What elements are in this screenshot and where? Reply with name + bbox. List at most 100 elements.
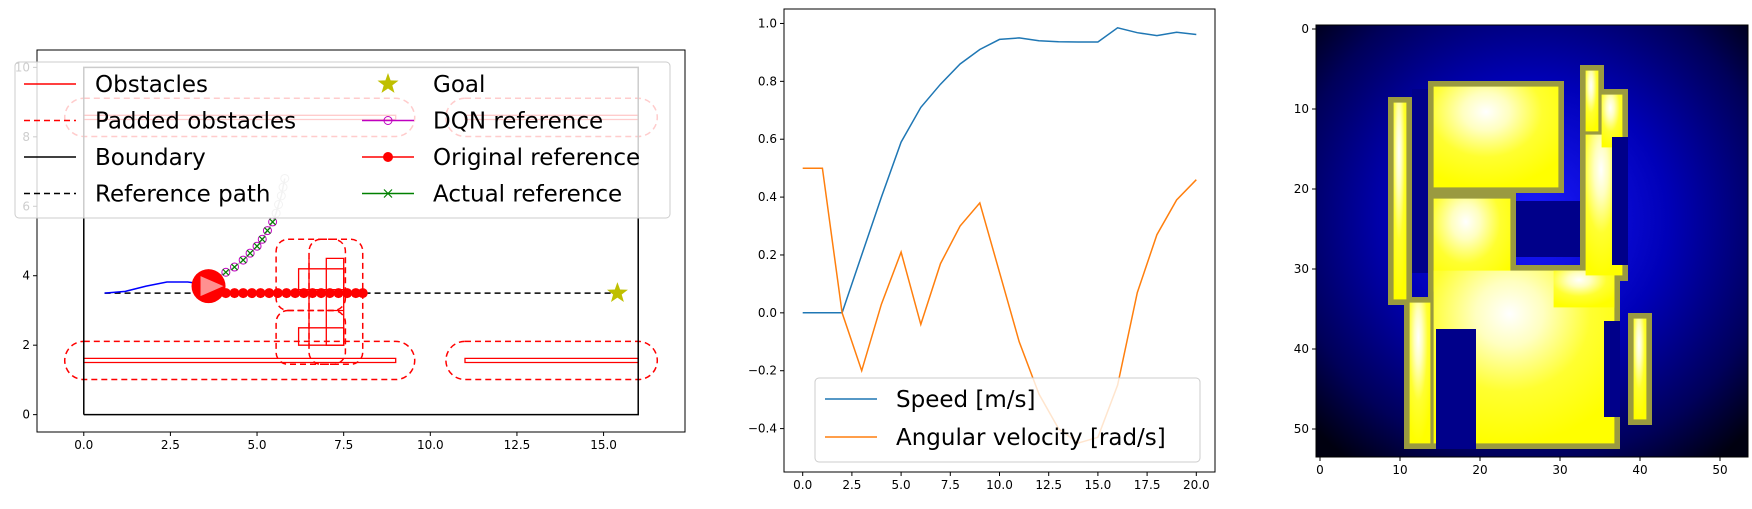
legend-circle-icon — [383, 116, 393, 125]
velocity-xtick-label: 7.5 — [941, 478, 960, 492]
actual-reference-point — [264, 227, 271, 235]
map-ytick-label: 4 — [22, 269, 30, 283]
robot-heading — [200, 276, 224, 297]
heatmap-free-cell — [1601, 94, 1623, 148]
map-ytick-label: 0 — [22, 408, 30, 422]
actual-reference-point — [253, 242, 261, 250]
obstacle — [325, 257, 345, 346]
velocity-legend-box — [814, 377, 1201, 463]
actual-reference-point — [246, 249, 254, 257]
heatmap-ytick-label: 10 — [1294, 102, 1309, 116]
heatmap-xtick-label: 0 — [1316, 463, 1324, 477]
map-xtick-label: 7.5 — [334, 438, 353, 452]
heatmap-ytick-label: 0 — [1301, 22, 1309, 36]
map-xtick-label: 2.5 — [161, 438, 180, 452]
velocity-xtick-label: 17.5 — [1134, 478, 1161, 492]
velocity-xtick-label: 15.0 — [1085, 478, 1112, 492]
map-axes-frame — [36, 49, 686, 433]
original-reference-point — [342, 288, 353, 299]
speed-series-line — [802, 26, 1197, 314]
obstacle — [297, 327, 345, 346]
map-legend-box — [14, 61, 671, 219]
velocity-xtick-label: 20.0 — [1183, 478, 1210, 492]
legend-label: Actual reference — [433, 182, 622, 208]
angular-velocity-series-line — [802, 167, 1197, 444]
heatmap-free-cell — [1633, 318, 1647, 420]
heatmap-panel: 0 10 20 30 40 50 0 10 20 30 40 50 — [1294, 22, 1749, 477]
actual-reference-point — [269, 218, 277, 226]
legend-dot-icon — [383, 152, 393, 162]
legend-x-icon — [383, 189, 393, 198]
velocity-xtick-label: 10.0 — [986, 478, 1013, 492]
original-reference-point — [324, 288, 335, 299]
goal-marker — [607, 282, 628, 302]
velocity-ytick-label: 0.6 — [758, 132, 777, 146]
heatmap-ytick-label: 40 — [1294, 342, 1309, 356]
legend-label: DQN reference — [433, 109, 603, 135]
map-ytick-label: 2 — [22, 338, 30, 352]
heatmap-xtick-label: 50 — [1712, 463, 1727, 477]
map-xtick-label: 15.0 — [590, 438, 617, 452]
velocity-xtick-label: 12.5 — [1035, 478, 1062, 492]
padded-obstacle — [275, 309, 347, 366]
velocity-ytick-label: −0.2 — [748, 364, 777, 378]
original-reference-point — [281, 288, 292, 299]
padded-obstacle — [445, 340, 659, 381]
velocity-ytick-label: 0.4 — [758, 190, 777, 204]
heatmap-ytick-label: 20 — [1294, 182, 1309, 196]
map-xtick-label: 10.0 — [417, 438, 444, 452]
heatmap-obstacle-cell — [1604, 321, 1620, 417]
obstacle — [297, 268, 345, 291]
map-xtick-label: 12.5 — [504, 438, 531, 452]
heatmap-axes-frame — [1315, 24, 1749, 458]
original-reference-point — [290, 288, 301, 299]
legend-label: Angular velocity [rad/s] — [896, 425, 1166, 451]
dqn-reference-point — [262, 226, 272, 236]
heatmap-xtick-label: 10 — [1392, 463, 1407, 477]
map-legend: Obstacles Padded obstacles Boundary Referen… — [14, 61, 671, 219]
heatmap-ytick-label: 30 — [1294, 262, 1309, 276]
dqn-reference-point — [252, 241, 262, 251]
legend-star-icon — [377, 73, 399, 93]
map-xtick-label: 0.0 — [74, 438, 93, 452]
velocity-ytick-label: 0.2 — [758, 248, 777, 262]
velocity-xtick-label: 2.5 — [842, 478, 861, 492]
heatmap-free-cell — [1433, 86, 1559, 188]
original-reference-point — [255, 288, 266, 299]
legend-label: Obstacles — [95, 72, 208, 98]
actual-reference-point — [258, 235, 266, 243]
heatmap-obstacle-cell — [1412, 89, 1428, 273]
heatmap-xtick-label: 40 — [1632, 463, 1647, 477]
original-reference-point — [229, 288, 240, 299]
velocity-ytick-label: −0.4 — [748, 422, 777, 436]
velocity-ytick-label: 0.8 — [758, 74, 777, 88]
heatmap-free-cell — [1409, 302, 1431, 444]
original-reference-point — [238, 288, 249, 299]
heatmap-free-region — [1388, 65, 1652, 449]
dqn-reference-point — [221, 267, 231, 277]
actual-reference-point — [231, 263, 238, 271]
legend-label: Speed [m/s] — [896, 387, 1036, 413]
original-reference-point — [350, 288, 361, 299]
heatmap-xtick-label: 20 — [1472, 463, 1487, 477]
original-reference-point — [246, 288, 257, 299]
velocity-xtick-label: 0.0 — [793, 478, 812, 492]
dqn-reference-point — [245, 248, 255, 258]
dqn-reference-point — [230, 262, 240, 272]
heatmap-ytick-label: 50 — [1294, 422, 1309, 436]
actual-reference-point — [239, 256, 247, 264]
map-panel: 0.02.55.07.510.012.515.00246810 Obstacle… — [14, 49, 686, 452]
legend-label: Goal — [433, 72, 485, 98]
velocity-ytick-label: 0.0 — [758, 306, 777, 320]
velocity-legend: Speed [m/s] Angular velocity [rad/s] — [814, 377, 1201, 463]
obstacle — [83, 357, 397, 364]
padded-obstacle — [275, 238, 347, 312]
original-reference-point — [357, 288, 368, 299]
heatmap-obstacle-cell — [1436, 329, 1476, 449]
original-reference-point — [298, 288, 309, 299]
original-reference-point — [264, 288, 275, 299]
heatmap-obstacle-cell — [1612, 137, 1628, 265]
heatmap-free-cell — [1585, 70, 1599, 132]
map-xtick-label: 5.0 — [247, 438, 266, 452]
